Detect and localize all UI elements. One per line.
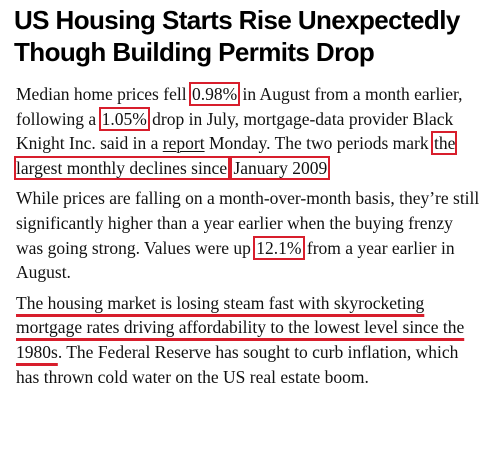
- report-link[interactable]: report: [162, 133, 205, 154]
- highlight-box-january-2009: January 2009: [230, 155, 331, 180]
- p1-text-4: Monday. The two periods mark: [204, 133, 434, 154]
- p3-text-1: . The Federal Reserve has sought to curb…: [16, 341, 459, 387]
- highlight-box-yearly-increase: 12.1%: [253, 235, 305, 260]
- p1-text-3: drop in July, mortgage-data provider Bla…: [16, 108, 454, 154]
- highlight-box-july-price-drop: 1.05%: [98, 106, 150, 131]
- p2-text-1: While prices are falling on a month-over…: [16, 188, 480, 258]
- article-body: Median home prices fell 0.98% in August …: [13, 82, 480, 395]
- highlight-box-largest-declines: the largest monthly declines since: [13, 131, 458, 180]
- headline: US Housing Starts Rise Unexpectedly Thou…: [14, 5, 460, 67]
- underlined-housing-market-sentence: The housing market is losing steam fast …: [16, 292, 465, 362]
- highlight-box-august-price-drop: 0.98%: [188, 82, 241, 106]
- paragraph-2: While prices are falling on a month-over…: [16, 186, 480, 284]
- p1-text-2: in August from a month earlier, followin…: [16, 84, 463, 129]
- paragraph-3: The housing market is losing steam fast …: [16, 291, 480, 389]
- paragraph-1: Median home prices fell 0.98% in August …: [13, 82, 480, 180]
- p1-text-1: Median home prices fell: [16, 84, 191, 104]
- p2-text-2: from a year earlier in August.: [16, 237, 455, 283]
